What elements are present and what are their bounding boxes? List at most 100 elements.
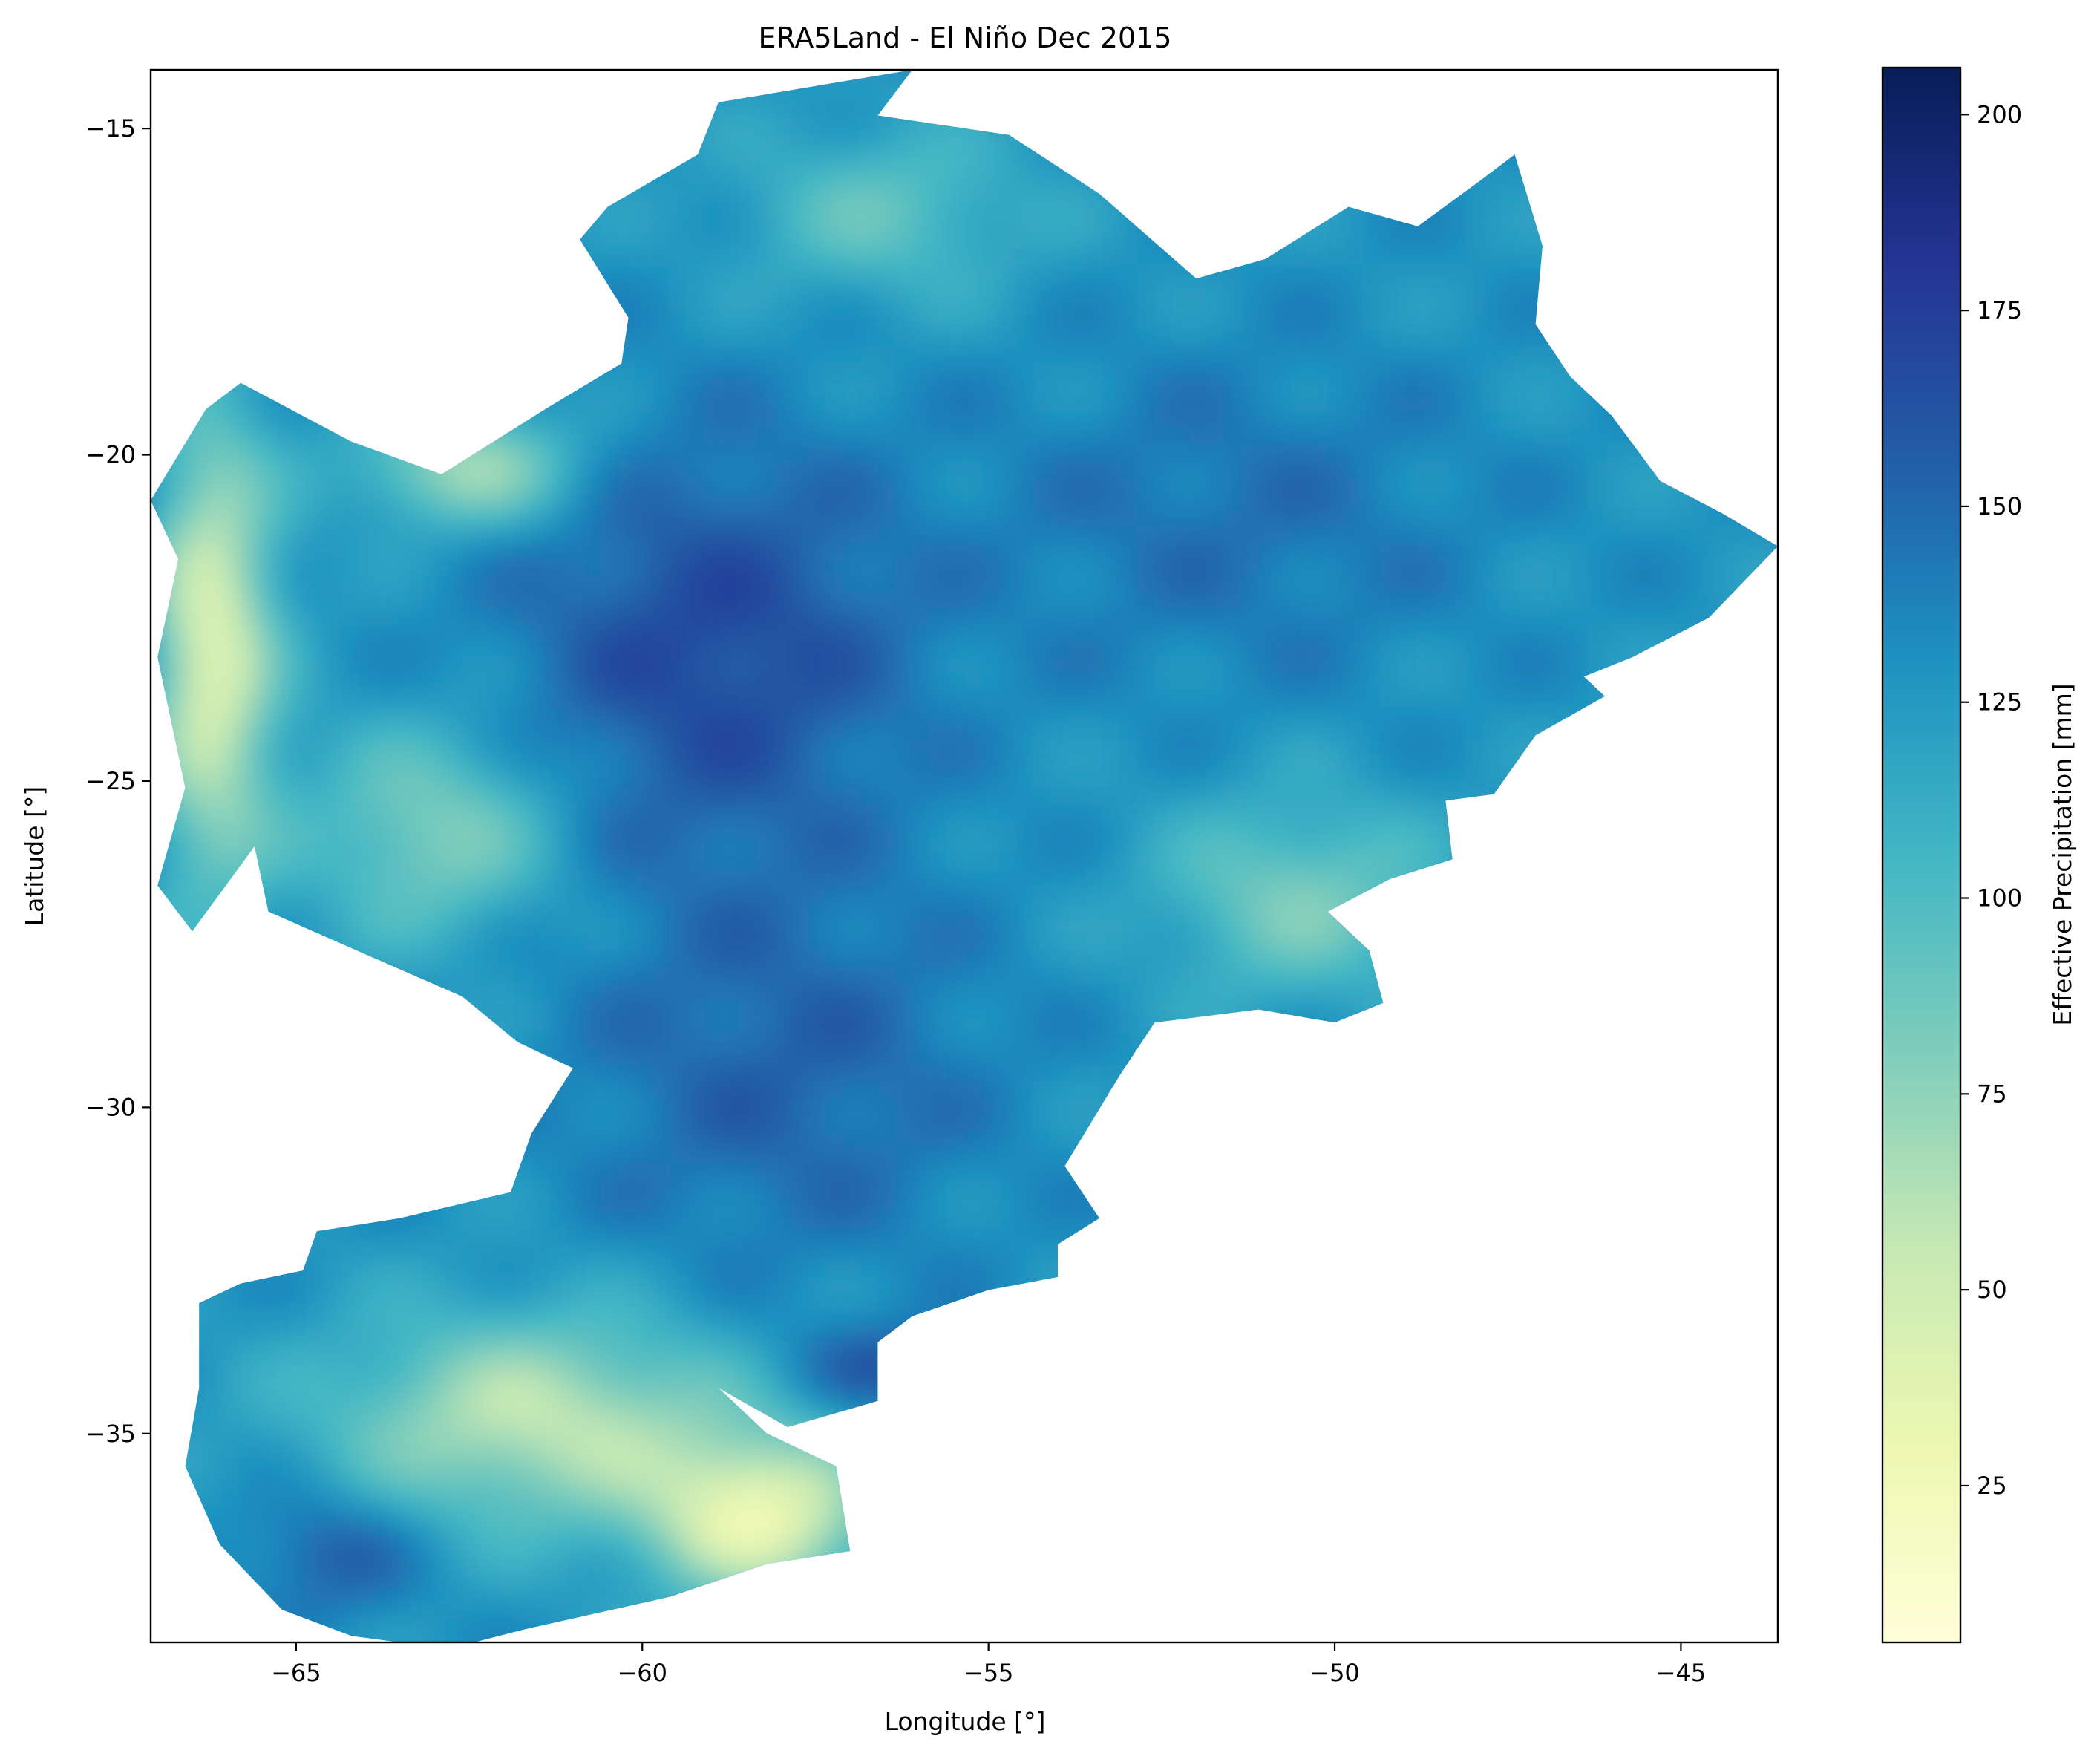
precip-cell bbox=[1050, 363, 1069, 381]
precip-cell bbox=[1552, 232, 1571, 250]
precip-cell bbox=[324, 167, 342, 185]
precip-cell bbox=[1708, 608, 1727, 625]
precip-cell bbox=[1448, 901, 1468, 919]
precip-cell bbox=[1414, 543, 1433, 561]
precip-cell bbox=[929, 183, 948, 201]
precip-cell bbox=[341, 134, 359, 152]
precip-cell bbox=[1293, 624, 1312, 642]
precip-cell bbox=[1674, 428, 1692, 446]
precip-cell bbox=[1189, 118, 1208, 136]
precip-cell bbox=[1275, 836, 1294, 854]
precip-cell bbox=[341, 347, 359, 365]
precip-cell bbox=[670, 216, 688, 234]
precip-cell bbox=[1518, 592, 1537, 610]
precip-cell bbox=[1743, 118, 1762, 136]
precip-cell bbox=[791, 298, 810, 316]
precip-cell bbox=[687, 134, 706, 152]
precip-cell bbox=[825, 232, 844, 250]
precip-cell bbox=[497, 70, 515, 87]
precip-cell bbox=[877, 608, 896, 625]
precip-cell bbox=[220, 102, 238, 120]
precip-cell bbox=[185, 396, 203, 414]
precip-cell bbox=[912, 216, 931, 234]
precip-cell bbox=[151, 575, 169, 593]
precip-cell bbox=[480, 379, 498, 397]
precip-cell bbox=[428, 216, 446, 234]
precip-cell bbox=[1587, 787, 1606, 805]
precip-cell bbox=[1137, 330, 1156, 348]
precip-cell bbox=[1535, 575, 1554, 593]
precip-cell bbox=[1241, 771, 1260, 789]
precip-cell bbox=[1137, 722, 1156, 740]
precip-cell bbox=[410, 738, 429, 756]
precip-cell bbox=[1050, 86, 1069, 103]
precip-cell bbox=[1293, 918, 1312, 936]
precip-cell bbox=[687, 689, 706, 707]
precip-cell bbox=[877, 102, 896, 120]
precip-cell bbox=[808, 461, 827, 479]
precip-cell bbox=[912, 722, 931, 740]
precip-cell bbox=[358, 836, 377, 854]
precip-cell bbox=[1206, 592, 1225, 610]
precip-cell bbox=[583, 624, 602, 642]
precip-cell bbox=[168, 738, 186, 756]
precip-cell bbox=[185, 183, 203, 201]
precip-cell bbox=[1708, 363, 1727, 381]
precip-cell bbox=[272, 657, 290, 674]
precip-cell bbox=[981, 298, 1000, 316]
precip-cell bbox=[1743, 787, 1762, 805]
precip-cell bbox=[1258, 836, 1277, 854]
precip-cell bbox=[1760, 330, 1778, 348]
precip-cell bbox=[1500, 363, 1520, 381]
precip-cell bbox=[237, 265, 255, 283]
precip-cell bbox=[946, 869, 965, 887]
precip-cell bbox=[1223, 347, 1243, 365]
precip-cell bbox=[410, 347, 429, 365]
precip-cell bbox=[1033, 134, 1052, 152]
precip-cell bbox=[237, 559, 255, 577]
precip-cell bbox=[1241, 86, 1260, 103]
precip-cell bbox=[1137, 494, 1156, 512]
precip-cell bbox=[773, 167, 792, 185]
precip-cell bbox=[704, 852, 723, 870]
precip-cell bbox=[1171, 70, 1191, 87]
precip-cell bbox=[894, 249, 913, 267]
precip-cell bbox=[843, 803, 862, 821]
precip-cell bbox=[601, 396, 619, 414]
precip-cell bbox=[1050, 820, 1069, 838]
precip-cell bbox=[635, 167, 654, 185]
precip-cell bbox=[1154, 396, 1173, 414]
precip-cell bbox=[894, 836, 913, 854]
precip-cell bbox=[549, 216, 567, 234]
precip-cell bbox=[1397, 771, 1416, 789]
precip-cell bbox=[1570, 885, 1589, 903]
precip-cell bbox=[1102, 102, 1121, 120]
precip-cell bbox=[825, 787, 844, 805]
precip-cell bbox=[549, 298, 567, 316]
precip-cell bbox=[324, 869, 342, 887]
precip-cell bbox=[722, 151, 740, 169]
precip-cell bbox=[272, 330, 290, 348]
precip-cell bbox=[1189, 543, 1208, 561]
precip-cell bbox=[306, 510, 325, 528]
precip-cell bbox=[168, 396, 186, 414]
precip-cell bbox=[756, 200, 775, 218]
precip-cell bbox=[1656, 134, 1675, 152]
precip-cell bbox=[1518, 249, 1537, 267]
precip-cell bbox=[168, 722, 186, 740]
precip-cell bbox=[825, 216, 844, 234]
precip-cell bbox=[393, 298, 411, 316]
precip-cell bbox=[1345, 347, 1364, 365]
precip-cell bbox=[1119, 70, 1139, 87]
precip-cell bbox=[549, 134, 567, 152]
precip-cell bbox=[1085, 641, 1104, 658]
precip-cell bbox=[1327, 885, 1346, 903]
precip-cell bbox=[549, 183, 567, 201]
precip-cell bbox=[1362, 232, 1381, 250]
precip-cell bbox=[566, 118, 584, 136]
precip-cell bbox=[981, 673, 1000, 691]
precip-cell bbox=[929, 412, 948, 430]
precip-cell bbox=[1345, 298, 1364, 316]
precip-cell bbox=[583, 852, 602, 870]
precip-cell bbox=[1033, 151, 1052, 169]
